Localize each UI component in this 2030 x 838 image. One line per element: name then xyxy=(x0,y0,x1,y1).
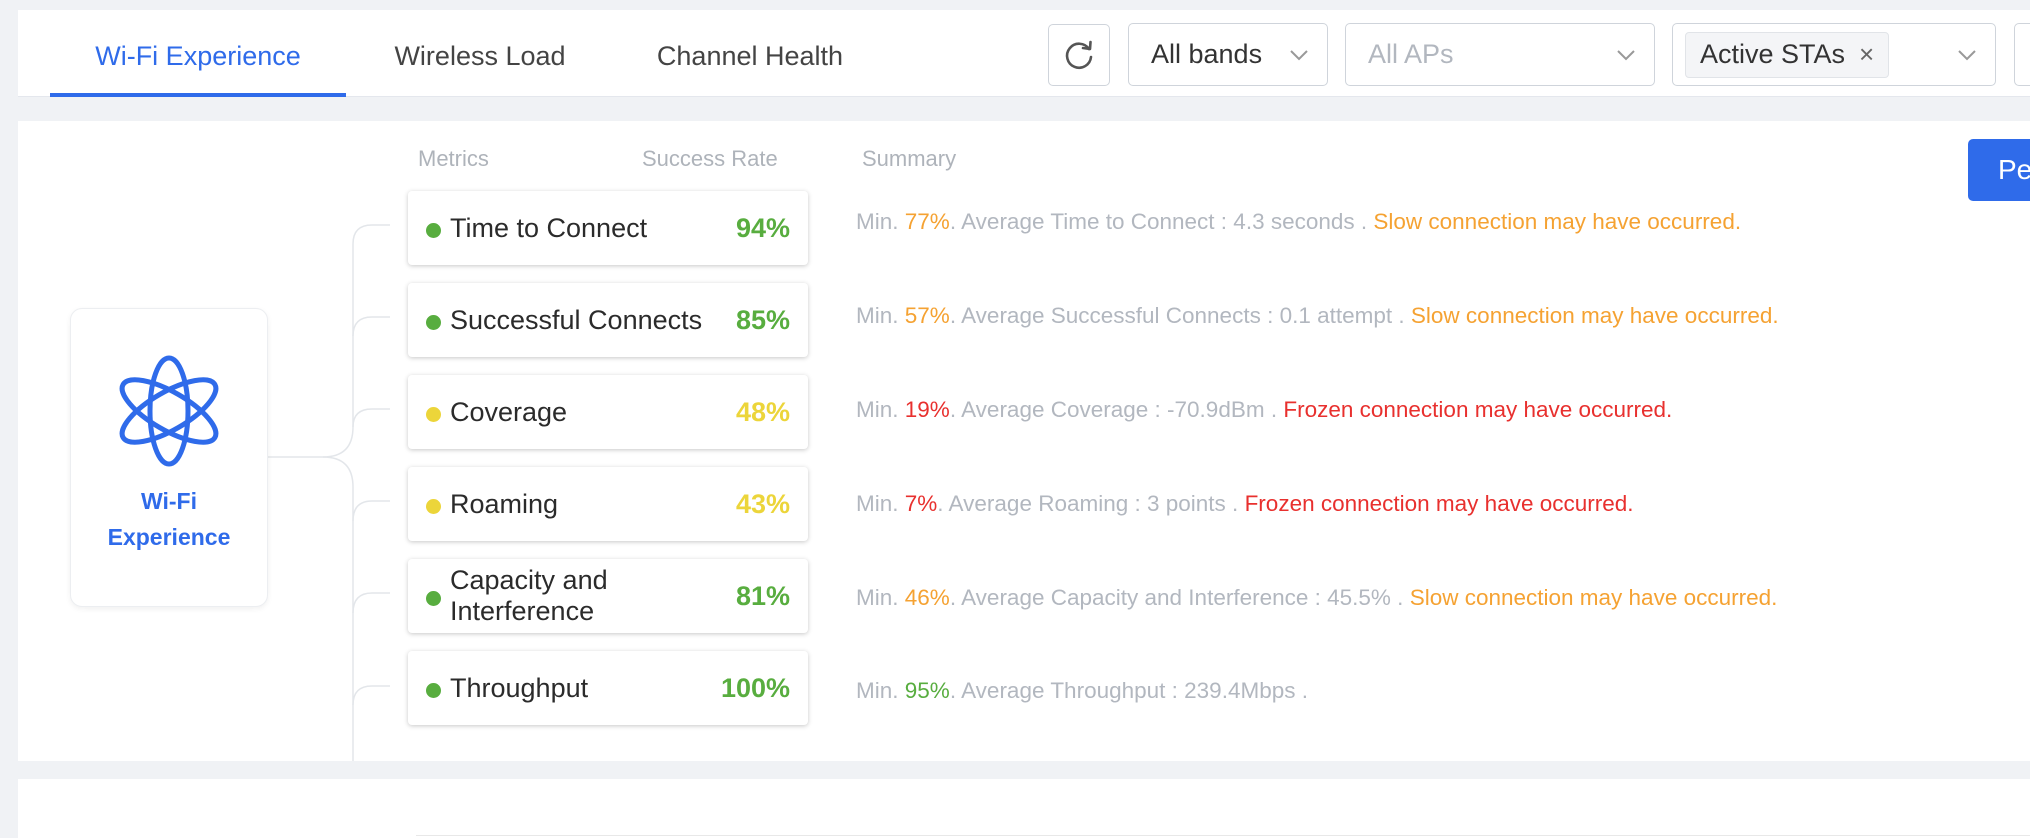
sta-tag-label: Active STAs xyxy=(1700,39,1846,69)
metric-name: Successful Connects xyxy=(450,304,703,335)
success-rate-value: 43% xyxy=(735,489,790,519)
metric-summary: Min. 19%. Average Coverage : -70.9dBm . … xyxy=(856,397,1672,423)
metric-name: Coverage xyxy=(450,396,568,427)
column-header-metrics: Metrics xyxy=(418,146,489,171)
chevron-down-icon xyxy=(1290,50,1308,61)
ap-select[interactable]: All APs xyxy=(1345,23,1655,86)
metric-name: Roaming xyxy=(450,488,559,519)
summary-min-value: 77% xyxy=(904,209,950,234)
metric-name: Capacity and Interference xyxy=(450,565,608,626)
chevron-down-icon xyxy=(1958,50,1976,61)
status-dot xyxy=(426,407,441,422)
metric-summary: Min. 77%. Average Time to Connect : 4.3 … xyxy=(856,209,1741,235)
success-rate-value: 81% xyxy=(735,581,790,611)
summary-detail: . Average Roaming : 3 points . xyxy=(937,491,1245,516)
metric-summary: Min. 57%. Average Successful Connects : … xyxy=(856,303,1779,329)
summary-min-value: 7% xyxy=(904,491,938,516)
ap-select-placeholder: All APs xyxy=(1368,39,1454,69)
status-dot xyxy=(426,683,441,698)
summary-warning: Slow connection may have occurred. xyxy=(1410,303,1779,328)
metric-card[interactable]: Capacity and Interference 81% xyxy=(408,559,808,633)
summary-min-prefix: Min. xyxy=(856,397,905,422)
metric-card[interactable]: Coverage 48% xyxy=(408,375,808,449)
summary-min-value: 46% xyxy=(904,585,950,610)
tab-channel-health[interactable]: Channel Health xyxy=(656,41,844,71)
refresh-button[interactable] xyxy=(1048,24,1110,86)
summary-min-prefix: Min. xyxy=(856,491,905,516)
status-dot xyxy=(426,591,441,606)
band-select[interactable]: All bands xyxy=(1128,23,1328,86)
metric-summary: Min. 46%. Average Capacity and Interfere… xyxy=(856,585,1777,611)
summary-warning: Frozen connection may have occurred. xyxy=(1283,397,1673,422)
summary-detail: . Average Coverage : -70.9dBm . xyxy=(949,397,1284,422)
success-rate-value: 48% xyxy=(735,397,790,427)
root-card-label: Wi-Fi Experience xyxy=(107,488,231,550)
metric-card[interactable]: Time to Connect 94% xyxy=(408,191,808,265)
band-select-value: All bands xyxy=(1151,39,1263,69)
summary-min-prefix: Min. xyxy=(856,678,905,703)
metric-summary: Min. 95%. Average Throughput : 239.4Mbps… xyxy=(856,678,1308,704)
summary-min-value: 57% xyxy=(904,303,950,328)
summary-detail: . Average Throughput : 239.4Mbps . xyxy=(949,678,1308,703)
summary-detail: . Average Successful Connects : 0.1 atte… xyxy=(949,303,1411,328)
summary-min-value: 95% xyxy=(904,678,950,703)
metric-card[interactable]: Roaming 43% xyxy=(408,467,808,541)
summary-warning: Slow connection may have occurred. xyxy=(1373,209,1742,234)
metric-name: Time to Connect xyxy=(450,212,648,243)
tab-wifi-experience[interactable]: Wi-Fi Experience xyxy=(50,10,346,97)
status-dot xyxy=(426,315,441,330)
success-rate-value: 100% xyxy=(720,673,790,703)
extra-filter-control[interactable] xyxy=(2014,23,2030,86)
refresh-icon xyxy=(1065,40,1093,70)
connector-tree xyxy=(268,224,390,761)
atom-icon xyxy=(119,355,219,467)
wifi-experience-root-card[interactable]: Wi-Fi Experience xyxy=(70,308,268,607)
close-icon[interactable]: × xyxy=(1859,39,1875,69)
metric-card[interactable]: Throughput 100% xyxy=(408,651,808,725)
success-rate-value: 94% xyxy=(735,213,790,243)
divider xyxy=(416,835,2030,836)
summary-min-value: 19% xyxy=(904,397,950,422)
metric-name: Throughput xyxy=(450,672,589,703)
summary-warning: Slow connection may have occurred. xyxy=(1409,585,1778,610)
status-dot xyxy=(426,499,441,514)
sta-select[interactable]: Active STAs × xyxy=(1672,23,1996,86)
chevron-down-icon xyxy=(1617,50,1635,61)
secondary-panel xyxy=(18,779,2030,838)
success-rate-value: 85% xyxy=(735,305,790,335)
top-bar: Wi-Fi Experience Wireless Load Channel H… xyxy=(18,10,2030,97)
status-dot xyxy=(426,223,441,238)
metric-card[interactable]: Successful Connects 85% xyxy=(408,283,808,357)
summary-min-prefix: Min. xyxy=(856,303,905,328)
sta-tag: Active STAs × xyxy=(1685,31,1890,78)
column-header-success-rate: Success Rate xyxy=(642,146,778,171)
summary-min-prefix: Min. xyxy=(856,585,905,610)
wifi-experience-panel: Metrics Success Rate Summary Pe Wi-Fi Ex… xyxy=(18,121,2030,761)
summary-detail: . Average Capacity and Interference : 45… xyxy=(949,585,1410,610)
summary-warning: Frozen connection may have occurred. xyxy=(1244,491,1634,516)
summary-detail: . Average Time to Connect : 4.3 seconds … xyxy=(949,209,1374,234)
tab-wireless-load[interactable]: Wireless Load xyxy=(394,41,566,71)
column-header-summary: Summary xyxy=(862,146,957,171)
primary-action-button[interactable]: Pe xyxy=(1968,139,2030,201)
metric-summary: Min. 7%. Average Roaming : 3 points . Fr… xyxy=(856,491,1634,517)
summary-min-prefix: Min. xyxy=(856,209,905,234)
